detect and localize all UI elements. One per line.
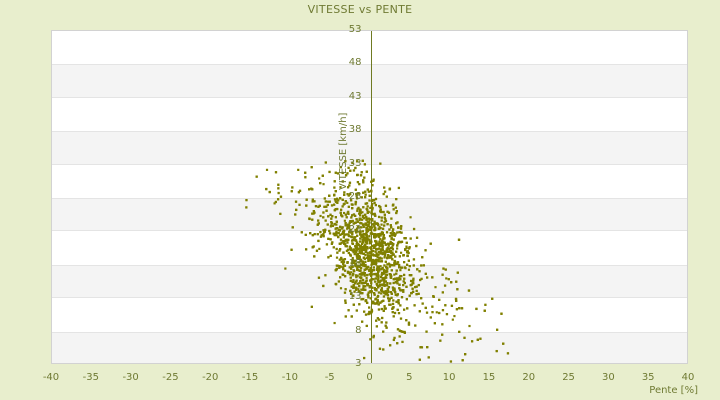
grid-band [52, 198, 687, 232]
x-tick-label: 10 [442, 372, 456, 383]
x-tick-label: -10 [281, 372, 299, 383]
x-tick-label: 20 [522, 372, 536, 383]
x-tick-label: -15 [241, 372, 259, 383]
grid-band [52, 64, 687, 98]
y-tick-label: 8 [355, 324, 362, 336]
x-tick-label: 40 [681, 372, 695, 383]
y-tick-label: 33 [348, 157, 362, 169]
y-tick-label: 3 [355, 358, 362, 369]
y-tick-label: 43 [348, 90, 362, 102]
y-tick-label: 53 [348, 24, 362, 35]
x-tick-label: -30 [122, 372, 139, 383]
x-tick-label: 15 [482, 372, 496, 383]
x-axis-label: Pente [%] [649, 385, 698, 396]
x-tick-label: -35 [82, 372, 99, 383]
vertical-zero-axis [370, 31, 372, 363]
y-axis-label: VITESSE [km/h] [337, 112, 349, 191]
x-tick-label: -25 [162, 372, 179, 383]
x-tick-label: 35 [641, 372, 655, 383]
x-tick-label: -40 [42, 372, 60, 383]
y-tick-label: 13 [348, 291, 362, 303]
scatter-points [245, 159, 510, 363]
y-tick-label: 48 [348, 57, 362, 69]
y-tick-label: 38 [348, 124, 362, 136]
y-tick-label: 18 [348, 257, 362, 269]
x-tick-label: 30 [602, 372, 615, 383]
x-tick-label: 25 [562, 372, 575, 383]
x-tick-label: 5 [406, 372, 413, 383]
y-tick-label: 23 [348, 224, 362, 236]
grid-band [52, 331, 687, 363]
x-tick-label: -20 [202, 372, 219, 383]
y-tick-label: 28 [348, 191, 362, 202]
plot-area[interactable] [51, 30, 688, 364]
x-tick-label: 0 [366, 372, 373, 383]
chart-title: VITESSE vs PENTE [307, 3, 413, 16]
grid-band [52, 131, 687, 165]
x-tick-label: -5 [324, 372, 335, 383]
